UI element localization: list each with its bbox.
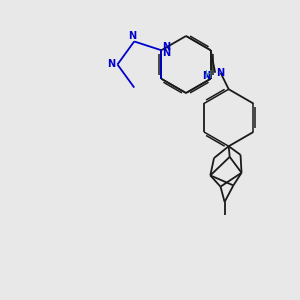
- Text: N: N: [162, 42, 170, 52]
- Text: N: N: [107, 59, 116, 70]
- Text: N: N: [128, 31, 136, 41]
- Text: N: N: [202, 71, 210, 81]
- Text: H: H: [205, 70, 212, 80]
- Text: N: N: [162, 48, 170, 58]
- Text: N: N: [217, 68, 225, 78]
